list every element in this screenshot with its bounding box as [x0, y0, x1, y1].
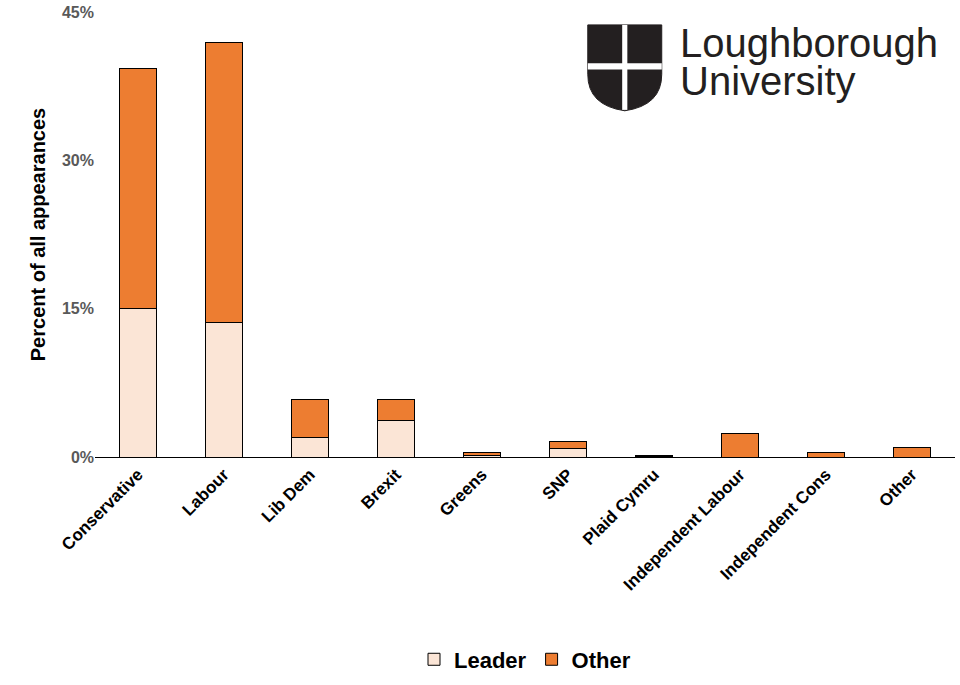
svg-text:Other: Other: [572, 648, 631, 673]
svg-text:Brexit: Brexit: [357, 465, 405, 513]
svg-text:45%: 45%: [62, 4, 94, 21]
svg-text:Plaid Cymru: Plaid Cymru: [579, 465, 663, 549]
svg-text:Leader: Leader: [454, 648, 527, 673]
svg-text:Greens: Greens: [436, 465, 491, 520]
svg-text:University: University: [680, 59, 856, 103]
svg-text:Lib Dem: Lib Dem: [258, 465, 319, 526]
svg-text:Independent Labour: Independent Labour: [620, 465, 749, 594]
svg-text:Percent of all appearances: Percent of all appearances: [27, 108, 49, 361]
svg-text:0%: 0%: [71, 449, 94, 466]
svg-text:30%: 30%: [62, 152, 94, 169]
svg-text:15%: 15%: [62, 300, 94, 317]
svg-text:Labour: Labour: [179, 465, 233, 519]
svg-text:Other: Other: [875, 465, 921, 511]
svg-text:Conservative: Conservative: [58, 465, 147, 554]
svg-text:Independent Cons: Independent Cons: [717, 465, 835, 583]
svg-text:SNP: SNP: [539, 465, 577, 503]
svg-text:Loughborough: Loughborough: [680, 21, 938, 65]
